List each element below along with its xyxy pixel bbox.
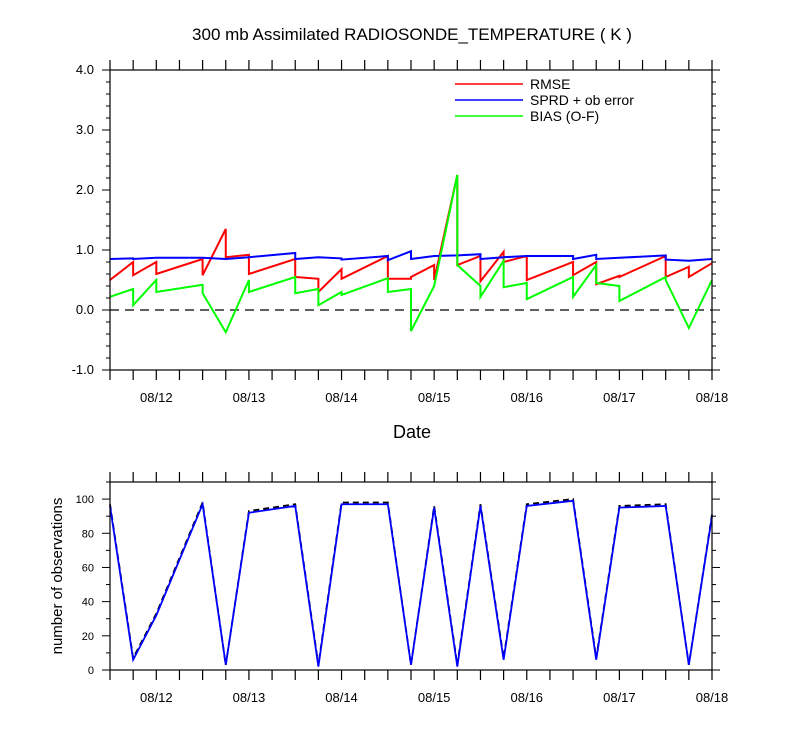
y-tick-label: 80: [82, 528, 94, 540]
x-tick-label: 08/13: [233, 390, 266, 405]
x-tick-label: 08/17: [603, 690, 636, 705]
x-tick-label: 08/16: [510, 690, 543, 705]
top-chart: 300 mb Assimilated RADIOSONDE_TEMPERATUR…: [72, 25, 729, 442]
y-tick-label: 3.0: [76, 122, 94, 137]
y-tick-label: 100: [76, 494, 94, 506]
y-tick-label: 2.0: [76, 182, 94, 197]
bottom-series-group: [109, 498, 713, 667]
x-tick-label: 08/18: [696, 690, 729, 705]
y-tick-label: -1.0: [72, 362, 94, 377]
x-tick-label: 08/17: [603, 390, 636, 405]
x-tick-label: 08/14: [325, 690, 358, 705]
x-tick-label: 08/14: [325, 390, 358, 405]
y-tick-label: 60: [82, 562, 94, 574]
y-tick-label: 0: [88, 665, 94, 677]
series-line-sprd-ob-error: [109, 249, 713, 262]
bottom-plot-frame: [109, 481, 713, 671]
top-axes: -1.0 0.0 1.0 2.0 3.0 4.0 08/12 08/13 08/14 08/15 0…: [72, 60, 729, 405]
x-tick-label: 08/12: [140, 390, 173, 405]
legend-label: RMSE: [530, 76, 570, 92]
y-tick-label: 20: [82, 631, 94, 643]
top-series-group: [109, 174, 713, 335]
x-tick-label: 08/12: [140, 690, 173, 705]
legend-label: SPRD + ob error: [530, 92, 634, 108]
x-tick-label: 08/18: [696, 390, 729, 405]
series-line-rmse: [109, 174, 713, 295]
x-tick-label: 08/16: [510, 390, 543, 405]
legend-label: BIAS (O-F): [530, 108, 599, 124]
series-line-bias-o-f: [109, 174, 713, 335]
y-tick-label: 0.0: [76, 302, 94, 317]
series-line-observations-possible: [109, 498, 713, 666]
y-tick-label: 4.0: [76, 62, 94, 77]
y-tick-label: 40: [82, 597, 94, 609]
top-plot-frame: [109, 69, 713, 371]
y-tick-label: 1.0: [76, 242, 94, 257]
bottom-chart: 0 20 40 60 80 100 08/12 08/13 08/14 08/15 08/16 08/…: [49, 472, 728, 705]
x-tick-label: 08/13: [233, 690, 266, 705]
y-axis-label: number of observations: [49, 498, 66, 655]
series-line-observations-assimilated: [109, 499, 713, 667]
x-tick-label: 08/15: [418, 390, 451, 405]
x-tick-label: 08/15: [418, 690, 451, 705]
x-axis-label: Date: [393, 422, 431, 442]
bottom-axes: 0 20 40 60 80 100 08/12 08/13 08/14 08/15 08/16 08/…: [76, 472, 729, 705]
chart-title: 300 mb Assimilated RADIOSONDE_TEMPERATUR…: [192, 25, 632, 44]
